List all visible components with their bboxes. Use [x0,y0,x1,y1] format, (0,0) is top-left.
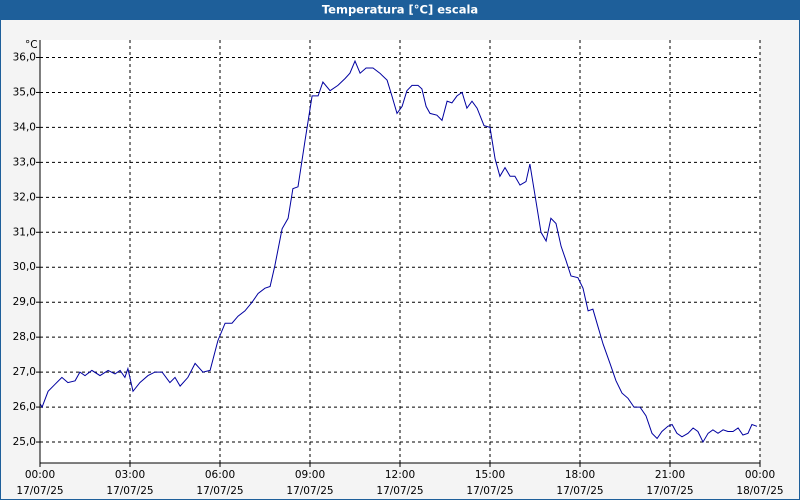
x-tick-date: 17/07/25 [286,485,333,497]
temperature-line [39,59,758,444]
x-tick-label: 09:00 [295,469,325,481]
x-tick-label: 12:00 [385,469,415,481]
y-tick-label: 36,0 [13,51,36,63]
x-tick-date: 17/07/25 [646,485,693,497]
x-tick-label: 03:00 [115,469,145,481]
x-tick-label: 00:00 [745,469,775,481]
x-tick-label: 15:00 [475,469,505,481]
y-tick-label: 35,0 [13,86,36,98]
y-tick-label: 29,0 [13,296,36,308]
x-tick-date: 17/07/25 [106,485,153,497]
chart-title: Temperatura [°C] escala [322,3,478,17]
x-tick-date: 17/07/25 [196,485,243,497]
title-bar [0,0,800,20]
x-tick-date: 18/07/25 [736,485,783,497]
x-tick-label: 00:00 [25,469,55,481]
x-tick-label: 18:00 [565,469,595,481]
x-tick-label: 21:00 [655,469,685,481]
y-unit: °C [25,39,38,51]
y-tick-label: 31,0 [13,226,36,238]
y-tick-label: 34,0 [13,121,36,133]
x-tick-date: 17/07/25 [16,485,63,497]
y-tick-label: 25,0 [13,436,36,448]
y-tick-label: 28,0 [13,331,36,343]
x-tick-date: 17/07/25 [556,485,603,497]
y-tick-label: 32,0 [13,191,36,203]
y-tick-label: 30,0 [13,261,36,273]
x-tick-label: 06:00 [205,469,235,481]
y-tick-label: 27,0 [13,366,36,378]
x-tick-date: 17/07/25 [376,485,423,497]
y-tick-label: 26,0 [13,401,36,413]
x-tick-date: 17/07/25 [466,485,513,497]
y-tick-label: 33,0 [13,156,36,168]
